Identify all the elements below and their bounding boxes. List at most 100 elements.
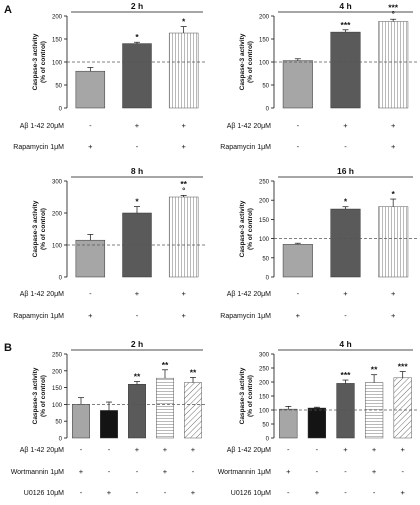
bar [307,407,327,439]
condition-label: Rapamycin 1μM [13,144,64,151]
y-tick-label: 100 [52,244,63,250]
y-tick-label: 150 [52,38,63,44]
y-tick-label: 0 [266,276,270,282]
significance-mark: ° [392,10,395,19]
condition-sign: + [79,467,84,476]
condition-sign: + [343,445,348,454]
condition-sign: + [135,289,140,298]
condition-sign: + [191,445,196,454]
chart-title: 8 h [131,166,143,176]
condition-label: Aβ 1-42 20μM [20,447,64,454]
condition-sign: + [191,488,196,497]
bar [393,377,412,439]
significance-mark: ° [182,186,185,195]
y-tick-label: 200 [259,15,270,21]
condition-sign: - [136,467,139,476]
condition-sign: + [372,467,377,476]
condition-sign: - [344,467,347,476]
condition-label: Rapamycin 1μM [220,144,271,151]
condition-sign: + [401,445,406,454]
condition-sign: + [391,121,396,130]
significance-mark: *** [398,362,409,372]
significance-mark: ** [134,372,141,382]
y-axis-label-unit: (% of control) [40,375,47,417]
y-tick-label: 50 [262,423,269,429]
y-axis-label: Caspase-3 activity [32,33,39,90]
bar [100,410,118,439]
y-tick-label: 300 [259,353,270,359]
condition-sign: - [297,289,300,298]
condition-sign: - [344,488,347,497]
y-tick-label: 200 [52,212,63,218]
bar [330,208,361,278]
condition-sign: - [136,311,139,320]
y-tick-label: 300 [52,180,63,186]
condition-sign: + [88,311,93,320]
y-tick-label: 0 [266,107,270,113]
significance-mark: *** [341,20,352,30]
y-axis-label: Caspase-3 activity [239,33,246,90]
condition-sign: - [164,488,167,497]
chart-title: 2 h [131,1,143,11]
condition-sign: - [373,488,376,497]
chart-title: 2 h [131,339,143,349]
y-tick-label: 100 [259,237,270,243]
condition-label: U0126 10μM [24,490,64,497]
bar [75,239,106,278]
significance-mark: ** [190,368,197,378]
y-tick-label: 150 [259,218,270,224]
condition-sign: + [135,121,140,130]
condition-sign: + [181,142,186,151]
chart-a-3: 0 50 100 150 200 250 Caspase-3 activity (% of c… [220,166,417,320]
significance-mark: * [135,197,139,207]
chart-a-1: 0 50 100 150 200 Caspase-3 activity (% of cont… [220,1,417,151]
bar [378,206,409,278]
condition-sign: - [108,445,111,454]
y-axis-label: Caspase-3 activity [32,200,39,257]
y-tick-label: 100 [259,409,270,415]
y-tick-label: 250 [259,180,270,186]
y-axis-label-unit: (% of control) [40,41,47,83]
condition-sign: + [181,289,186,298]
bar [122,43,152,109]
y-axis-label-unit: (% of control) [40,208,47,250]
condition-sign: - [89,121,92,130]
condition-label: Aβ 1-42 20μM [20,291,64,298]
significance-mark: ** [162,360,169,370]
condition-sign: + [391,311,396,320]
y-tick-label: 100 [52,61,63,67]
y-tick-label: 150 [259,395,270,401]
bar [184,382,202,439]
condition-label: Aβ 1-42 20μM [227,291,271,298]
y-tick-label: 50 [262,84,269,90]
condition-label: Aβ 1-42 20μM [227,447,271,454]
bar [282,60,313,109]
condition-sign: - [89,289,92,298]
chart-b-5: 0 50 100 150 200 250 300 Caspase-3 activity (% o… [218,339,417,497]
y-axis-label-unit: (% of control) [247,41,254,83]
condition-sign: + [296,311,301,320]
condition-sign: + [181,311,186,320]
y-tick-label: 0 [59,107,63,113]
y-tick-label: 200 [259,381,270,387]
condition-sign: - [401,467,404,476]
y-tick-label: 200 [259,199,270,205]
chart-title: 4 h [339,339,351,349]
bar [156,377,174,439]
condition-sign: - [80,445,83,454]
bar [128,383,146,439]
condition-sign: - [344,142,347,151]
condition-sign: - [297,121,300,130]
bar [378,21,409,109]
significance-mark: * [392,189,396,199]
y-axis-label: Caspase-3 activity [239,367,246,424]
y-tick-label: 200 [52,369,63,375]
y-axis-label: Caspase-3 activity [32,367,39,424]
significance-mark: ** [180,179,187,189]
chart-title: 4 h [339,1,351,11]
condition-sign: + [163,445,168,454]
significance-mark: * [344,197,348,207]
y-tick-label: 200 [52,15,63,21]
